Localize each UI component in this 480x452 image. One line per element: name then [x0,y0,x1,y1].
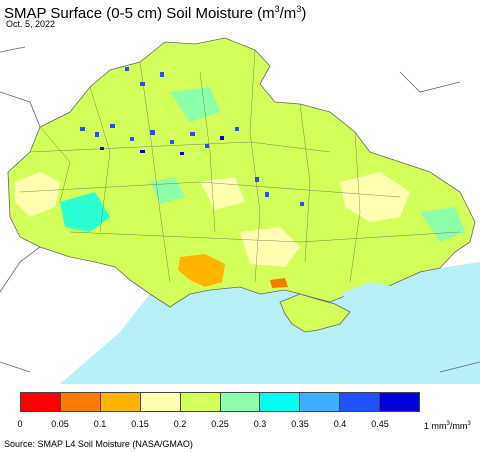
legend-swatch [340,393,381,411]
map-date: Oct. 5, 2022 [6,19,56,29]
color-legend [20,392,420,412]
legend-swatch [140,393,181,411]
legend-unit: 1 mm3/mm3 [424,421,471,431]
source-credit: Source: SMAP L4 Soil Moisture (NASA/GMAO… [4,439,193,449]
dry-patch-mid [200,177,245,210]
wet-pixels [80,67,304,206]
dry-patch-west [15,172,60,217]
legend-tick-label: 0.45 [371,419,389,429]
dry-orange-area [178,254,225,287]
legend-swatch [260,393,301,411]
wet-patch-east [420,207,465,242]
legend-tick-label: 0.15 [131,419,149,429]
legend-swatch [60,393,101,411]
crimea [279,293,351,333]
neighbour-borders [0,46,480,373]
dry-patch-east [340,172,410,222]
oblast-borders [19,49,461,283]
legend-swatch [100,393,141,411]
legend-swatch [220,393,261,411]
legend-tick-label: 0.25 [211,419,229,429]
legend-swatch [300,393,341,411]
legend-tick-label: 0 [17,419,23,429]
dry-patch-south [240,227,300,267]
legend-swatch [21,393,61,411]
legend-tick-label: 0.4 [333,419,347,429]
map-title: SMAP Surface (0-5 cm) Soil Moisture (m3/… [4,4,307,22]
legend-swatch [180,393,221,411]
dry-orange-small [270,278,288,288]
wet-patch-center [150,177,185,204]
legend-tick-label: 0.1 [93,419,107,429]
soil-moisture-map [0,32,480,384]
legend-tick-label: 0.3 [253,419,267,429]
legend-swatch [380,393,420,411]
wet-patch-west [60,192,110,232]
ukraine-landmass [7,37,476,308]
legend-tick-label: 0.2 [173,419,187,429]
wet-patch-north [170,87,220,122]
azov-sea [340,282,395,304]
legend-tick-label: 0.35 [291,419,309,429]
legend-tick-label: 0.05 [51,419,69,429]
